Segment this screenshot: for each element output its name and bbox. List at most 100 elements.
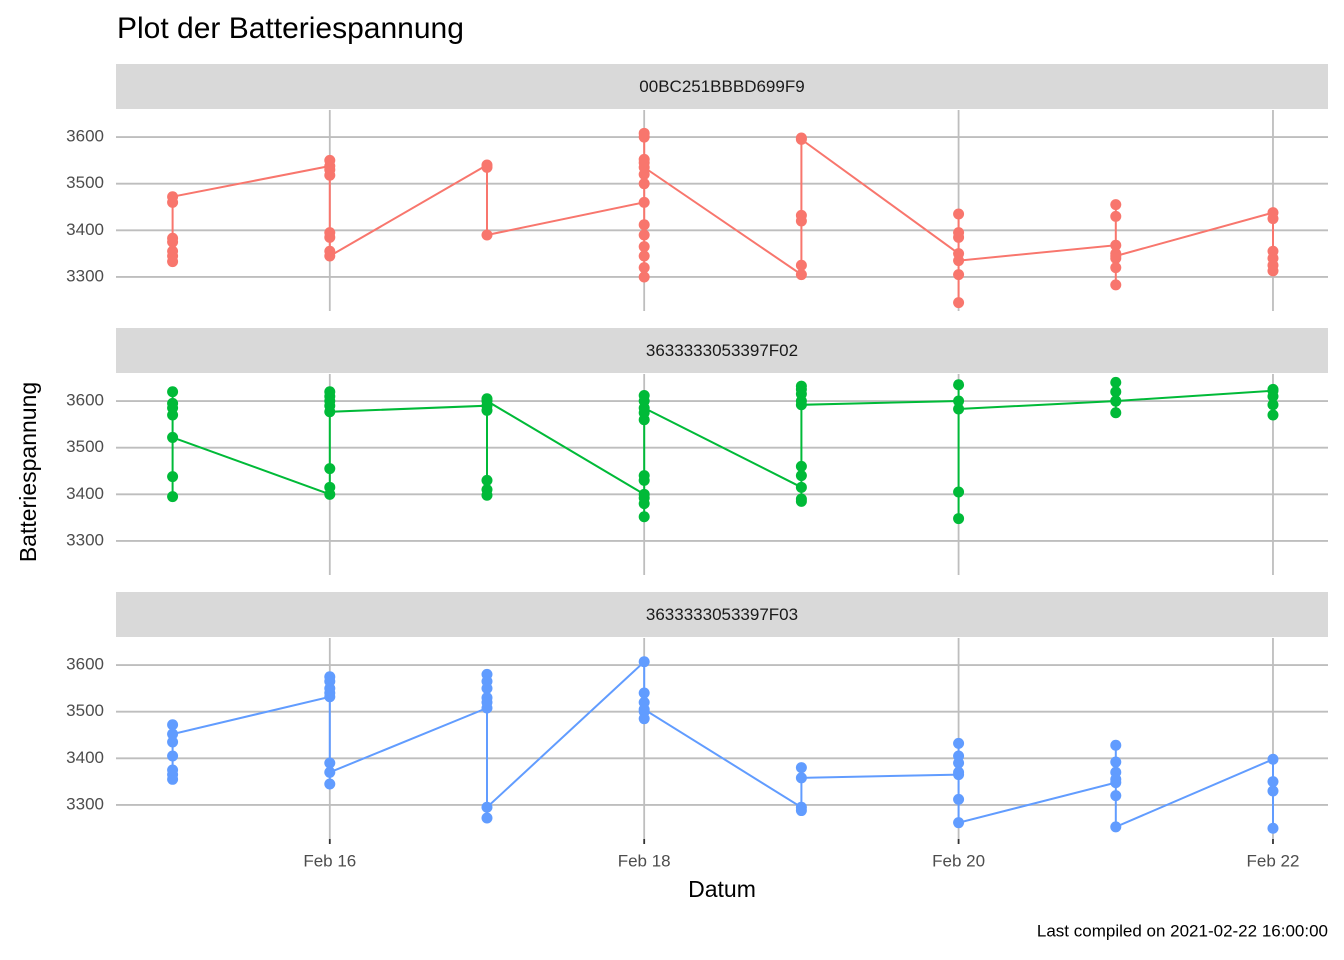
point (167, 386, 179, 398)
point (1110, 790, 1122, 802)
strip (116, 592, 1328, 637)
point (953, 297, 965, 309)
y-tick-label: 3500 (66, 173, 104, 192)
x-tick-label: Feb 18 (618, 851, 671, 870)
point (1267, 822, 1279, 834)
y-tick-label: 3600 (66, 127, 104, 146)
point (1267, 390, 1279, 402)
y-tick-label: 3300 (66, 266, 104, 285)
point (953, 793, 965, 805)
point (953, 766, 965, 778)
point (324, 463, 336, 475)
point (167, 736, 179, 748)
point (1110, 386, 1122, 398)
point (638, 687, 650, 699)
point (795, 460, 807, 472)
point (167, 728, 179, 740)
point (638, 271, 650, 283)
point (481, 682, 493, 694)
point (638, 241, 650, 253)
point (1267, 399, 1279, 411)
point (167, 397, 179, 409)
point (167, 719, 179, 731)
point (638, 153, 650, 165)
x-tick-label: Feb 16 (303, 851, 356, 870)
strip-label: 00BC251BBBD699F9 (639, 77, 804, 96)
point (795, 259, 807, 271)
point (638, 470, 650, 482)
point (1110, 250, 1122, 262)
point (167, 191, 179, 203)
point (1267, 753, 1279, 765)
y-tick-label: 3600 (66, 655, 104, 674)
point (953, 817, 965, 829)
point (795, 772, 807, 784)
strip-label: 3633333053397F02 (646, 341, 798, 360)
x-tick-label: Feb 22 (1247, 851, 1300, 870)
point (795, 133, 807, 145)
point (481, 161, 493, 173)
point (638, 402, 650, 414)
series-line (171, 382, 1274, 519)
point (1110, 395, 1122, 407)
point (638, 656, 650, 668)
series-line (171, 659, 1274, 829)
point (795, 399, 807, 411)
y-tick-label: 3500 (66, 701, 104, 720)
point (1110, 239, 1122, 251)
point (324, 169, 336, 181)
y-tick-label: 3400 (66, 484, 104, 503)
point (953, 208, 965, 220)
y-tick-label: 3300 (66, 794, 104, 813)
point (324, 406, 336, 418)
point (638, 196, 650, 208)
point (167, 491, 179, 503)
point (795, 269, 807, 281)
point (638, 161, 650, 173)
point (953, 255, 965, 267)
y-tick-label: 3400 (66, 748, 104, 767)
point (795, 762, 807, 774)
point (795, 805, 807, 817)
point (953, 737, 965, 749)
point (638, 703, 650, 715)
point (1267, 776, 1279, 788)
point (481, 229, 493, 241)
point (324, 687, 336, 699)
y-axis-title: Batteriespannung (15, 382, 41, 562)
x-axis-title: Datum (688, 876, 756, 902)
point (795, 209, 807, 221)
point (324, 766, 336, 778)
point (167, 245, 179, 257)
point (795, 380, 807, 392)
point (1110, 199, 1122, 211)
point (324, 154, 336, 166)
point (167, 471, 179, 483)
point (795, 493, 807, 505)
strip (116, 328, 1328, 373)
point (481, 801, 493, 813)
point (1110, 773, 1122, 785)
point (167, 750, 179, 762)
point (953, 757, 965, 769)
point (481, 474, 493, 486)
point (638, 389, 650, 401)
point (638, 492, 650, 504)
point (953, 486, 965, 498)
point (638, 178, 650, 190)
point (1267, 265, 1279, 277)
strip-label: 3633333053397F03 (646, 605, 798, 624)
y-tick-label: 3600 (66, 391, 104, 410)
point (1110, 262, 1122, 274)
point (1110, 407, 1122, 419)
y-tick-label: 3400 (66, 220, 104, 239)
point (953, 379, 965, 391)
point (1267, 213, 1279, 225)
point (1110, 376, 1122, 388)
point (324, 481, 336, 493)
chart-title: Plot der Batteriespannung (117, 12, 464, 45)
caption: Last compiled on 2021-02-22 16:00:00 (1037, 921, 1328, 940)
point (481, 395, 493, 407)
point (481, 489, 493, 501)
